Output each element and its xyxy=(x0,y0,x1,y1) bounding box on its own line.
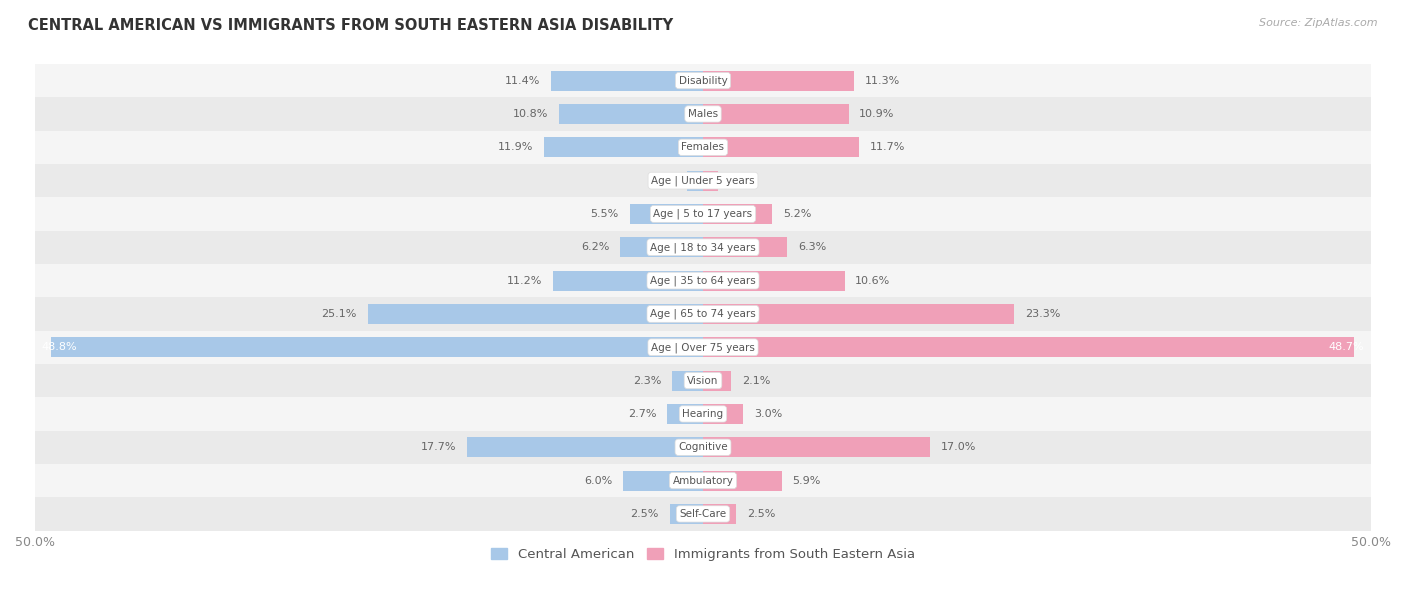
Text: 2.7%: 2.7% xyxy=(627,409,657,419)
Bar xyxy=(703,437,931,457)
Text: 48.8%: 48.8% xyxy=(42,342,77,353)
Text: 10.9%: 10.9% xyxy=(859,109,894,119)
Text: Age | 65 to 74 years: Age | 65 to 74 years xyxy=(650,308,756,319)
Bar xyxy=(35,97,1371,130)
Text: CENTRAL AMERICAN VS IMMIGRANTS FROM SOUTH EASTERN ASIA DISABILITY: CENTRAL AMERICAN VS IMMIGRANTS FROM SOUT… xyxy=(28,18,673,34)
Text: 11.2%: 11.2% xyxy=(508,275,543,286)
Text: Self-Care: Self-Care xyxy=(679,509,727,519)
Text: 5.2%: 5.2% xyxy=(783,209,811,219)
Bar xyxy=(35,64,1371,97)
Bar xyxy=(703,371,731,390)
Bar xyxy=(703,237,787,257)
Bar xyxy=(51,337,703,357)
Bar xyxy=(630,204,703,224)
Bar xyxy=(703,104,849,124)
Bar xyxy=(544,137,703,157)
Text: 11.3%: 11.3% xyxy=(865,76,900,86)
Bar xyxy=(35,164,1371,197)
Bar xyxy=(703,271,845,291)
Bar xyxy=(551,70,703,91)
Text: Disability: Disability xyxy=(679,76,727,86)
Bar xyxy=(35,431,1371,464)
Bar xyxy=(35,264,1371,297)
Bar xyxy=(620,237,703,257)
Bar xyxy=(35,330,1371,364)
Text: Age | 35 to 64 years: Age | 35 to 64 years xyxy=(650,275,756,286)
Bar xyxy=(672,371,703,390)
Bar xyxy=(703,304,1014,324)
Text: 11.9%: 11.9% xyxy=(498,142,533,152)
Bar xyxy=(35,464,1371,498)
Bar xyxy=(467,437,703,457)
Bar xyxy=(703,171,717,190)
Bar xyxy=(35,297,1371,330)
Text: Age | Over 75 years: Age | Over 75 years xyxy=(651,342,755,353)
Bar xyxy=(35,498,1371,531)
Bar xyxy=(703,471,782,491)
Bar xyxy=(35,231,1371,264)
Text: 1.2%: 1.2% xyxy=(648,176,676,185)
Bar xyxy=(367,304,703,324)
Text: 48.7%: 48.7% xyxy=(1329,342,1364,353)
Text: 3.0%: 3.0% xyxy=(754,409,782,419)
Bar xyxy=(666,404,703,424)
Text: 17.0%: 17.0% xyxy=(941,442,976,452)
Text: 6.0%: 6.0% xyxy=(583,476,612,485)
Text: 2.3%: 2.3% xyxy=(633,376,662,386)
Bar xyxy=(703,70,853,91)
Text: Ambulatory: Ambulatory xyxy=(672,476,734,485)
Bar xyxy=(703,504,737,524)
Text: 11.7%: 11.7% xyxy=(870,142,905,152)
Text: 2.1%: 2.1% xyxy=(742,376,770,386)
Text: 5.9%: 5.9% xyxy=(793,476,821,485)
Text: 10.8%: 10.8% xyxy=(513,109,548,119)
Text: 11.4%: 11.4% xyxy=(505,76,540,86)
Text: Cognitive: Cognitive xyxy=(678,442,728,452)
Legend: Central American, Immigrants from South Eastern Asia: Central American, Immigrants from South … xyxy=(486,542,920,566)
Text: 23.3%: 23.3% xyxy=(1025,309,1060,319)
Bar xyxy=(558,104,703,124)
Bar xyxy=(35,130,1371,164)
Text: 17.7%: 17.7% xyxy=(420,442,456,452)
Bar xyxy=(703,337,1354,357)
Text: 25.1%: 25.1% xyxy=(322,309,357,319)
Text: Males: Males xyxy=(688,109,718,119)
Bar xyxy=(703,404,744,424)
Text: 2.5%: 2.5% xyxy=(630,509,659,519)
Bar xyxy=(703,137,859,157)
Bar xyxy=(35,197,1371,231)
Text: Source: ZipAtlas.com: Source: ZipAtlas.com xyxy=(1260,18,1378,28)
Bar xyxy=(688,171,703,190)
Text: 10.6%: 10.6% xyxy=(855,275,890,286)
Text: Females: Females xyxy=(682,142,724,152)
Bar xyxy=(35,397,1371,431)
Bar xyxy=(703,204,772,224)
Bar xyxy=(623,471,703,491)
Text: Age | 18 to 34 years: Age | 18 to 34 years xyxy=(650,242,756,253)
Text: 6.2%: 6.2% xyxy=(581,242,609,252)
Bar xyxy=(35,364,1371,397)
Bar xyxy=(554,271,703,291)
Text: Hearing: Hearing xyxy=(682,409,724,419)
Bar xyxy=(669,504,703,524)
Text: Age | Under 5 years: Age | Under 5 years xyxy=(651,176,755,186)
Text: 5.5%: 5.5% xyxy=(591,209,619,219)
Text: Age | 5 to 17 years: Age | 5 to 17 years xyxy=(654,209,752,219)
Text: 1.1%: 1.1% xyxy=(728,176,756,185)
Text: 2.5%: 2.5% xyxy=(747,509,776,519)
Text: 6.3%: 6.3% xyxy=(797,242,827,252)
Text: Vision: Vision xyxy=(688,376,718,386)
